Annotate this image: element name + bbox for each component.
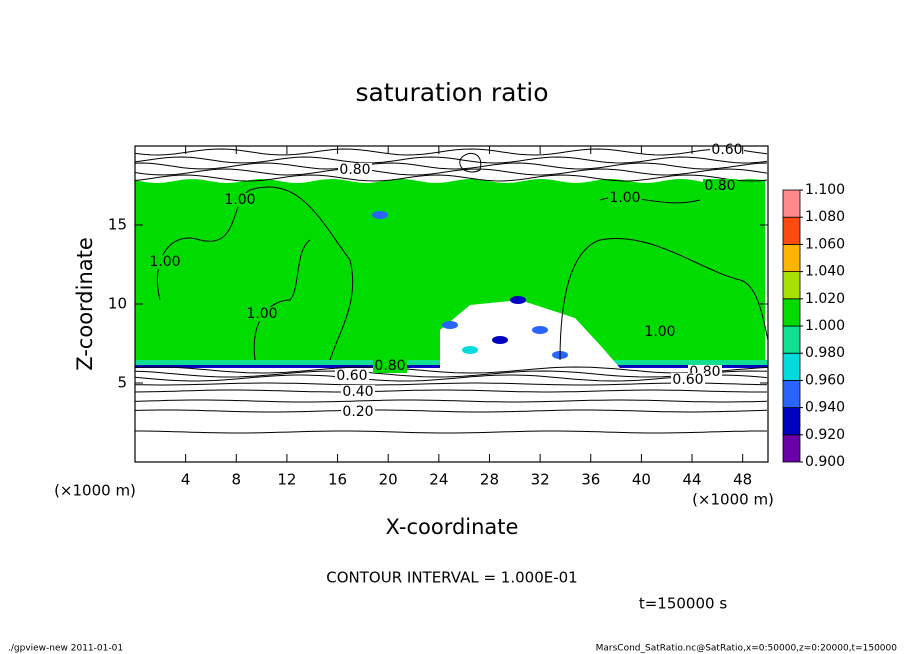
- colorbar-cell: [782, 298, 801, 327]
- x-tick-label: 36: [581, 471, 600, 489]
- time-label: t=150000 s: [639, 595, 727, 613]
- field-patch: [442, 321, 458, 329]
- contour-line: [134, 174, 768, 182]
- field-patch: [532, 326, 548, 334]
- contour-line: [134, 382, 768, 386]
- colorbar-cell: [782, 216, 801, 245]
- y-axis-label: Z-coordinate: [73, 237, 97, 371]
- contour-line: [253, 239, 311, 361]
- contour-line: [134, 389, 767, 393]
- colorbar-cell: [782, 434, 801, 463]
- contour-label-bg: [338, 163, 372, 177]
- contour-label-bg: [643, 325, 677, 339]
- x-unit: (×1000 m): [54, 482, 136, 500]
- x-tick-label: 44: [682, 471, 701, 489]
- contour-line: [134, 374, 768, 382]
- colorbar-cell: [782, 352, 801, 381]
- field-patch: [462, 346, 478, 354]
- colorbar-cell: [782, 189, 801, 218]
- y-tick-label: 5: [117, 374, 127, 392]
- contour-line: [135, 430, 767, 434]
- colorbar-cell: [782, 271, 801, 300]
- colorbar-tick-label: 1.000: [805, 318, 845, 334]
- contour-label: 1.00: [149, 254, 180, 270]
- contour-line: [134, 409, 768, 413]
- contour-label: 0.20: [342, 404, 373, 420]
- contour-label-bg: [703, 179, 737, 193]
- contour-line: [559, 238, 769, 361]
- footer: MarsCond_SatRatio.nc@SatRatio,x=0:50000,…: [596, 644, 898, 654]
- contour-line: [134, 366, 768, 374]
- contour-label: 1.00: [224, 192, 255, 208]
- colorbar-cell: [782, 407, 801, 436]
- x-tick-label: 16: [328, 471, 347, 489]
- contour-label: 1.00: [246, 306, 277, 322]
- contour-label-bg: [341, 405, 375, 419]
- footer: ./gpview-new 2011-01-01: [8, 644, 123, 654]
- contour-label: 0.80: [339, 162, 370, 178]
- colorbar-cell: [782, 325, 801, 354]
- colorbar-cell: [782, 243, 801, 272]
- colorbar-tick-label: 1.040: [805, 264, 845, 280]
- contour-line: [134, 168, 768, 176]
- contour-label: 0.80: [704, 178, 735, 194]
- colorbar-tick-label: 0.980: [805, 345, 845, 361]
- field-region: [440, 300, 620, 368]
- x-tick-label: 24: [429, 471, 448, 489]
- contour-interval: CONTOUR INTERVAL = 1.000E-01: [326, 569, 577, 587]
- colorbar-tick-label: 1.100: [805, 182, 845, 198]
- contour-label: 0.60: [711, 142, 742, 158]
- contour-line: [134, 156, 768, 164]
- chart-title: saturation ratio: [355, 78, 548, 107]
- contour-label-bg: [335, 369, 369, 383]
- colorbar-tick-label: 1.060: [805, 236, 845, 252]
- x-tick-label: 8: [232, 471, 242, 489]
- contour-label: 0.40: [342, 384, 373, 400]
- contour-label-bg: [223, 193, 257, 207]
- x-tick-label: 40: [632, 471, 651, 489]
- colorbar-tick-label: 1.020: [805, 291, 845, 307]
- x-tick-label: 32: [531, 471, 550, 489]
- colorbar-tick-label: 0.960: [805, 372, 845, 388]
- colorbar-tick-label: 0.900: [805, 454, 845, 470]
- x-tick-label: 4: [181, 471, 191, 489]
- contour-label-bg: [245, 307, 279, 321]
- contour-line: [156, 186, 354, 361]
- contour-line: [134, 148, 768, 156]
- contour-label-bg: [373, 359, 407, 373]
- contour-line: [134, 370, 768, 378]
- field-patch: [372, 211, 388, 219]
- field-patch: [510, 296, 526, 304]
- colorbar-cell: [782, 379, 801, 408]
- contour-label-bg: [608, 191, 642, 205]
- y-tick-label: 10: [108, 295, 127, 313]
- y-tick-label: 15: [108, 216, 127, 234]
- contour-label-bg: [671, 373, 705, 387]
- x-tick-label: 12: [277, 471, 296, 489]
- x-tick-label: 28: [480, 471, 499, 489]
- x-axis-label: X-coordinate: [386, 515, 519, 539]
- x-tick-label: 48: [733, 471, 752, 489]
- colorbar-tick-label: 0.920: [805, 427, 845, 443]
- contour-label: 1.00: [609, 190, 640, 206]
- contour-label: 0.60: [672, 372, 703, 388]
- colorbar-tick-label: 0.940: [805, 400, 845, 416]
- colorbar-tick-label: 1.080: [805, 209, 845, 225]
- contour-line: [134, 162, 768, 170]
- field-region: [135, 179, 765, 367]
- x-unit: (×1000 m): [692, 491, 774, 509]
- contour-label: 0.80: [374, 358, 405, 374]
- field-patch: [492, 336, 508, 344]
- x-tick-label: 20: [379, 471, 398, 489]
- contour-label-bg: [341, 385, 375, 399]
- contour-line: [459, 152, 482, 173]
- contour-label: 0.60: [336, 368, 367, 384]
- contour-line: [134, 399, 768, 403]
- contour-label-bg: [148, 255, 182, 269]
- contour-label: 1.00: [644, 324, 675, 340]
